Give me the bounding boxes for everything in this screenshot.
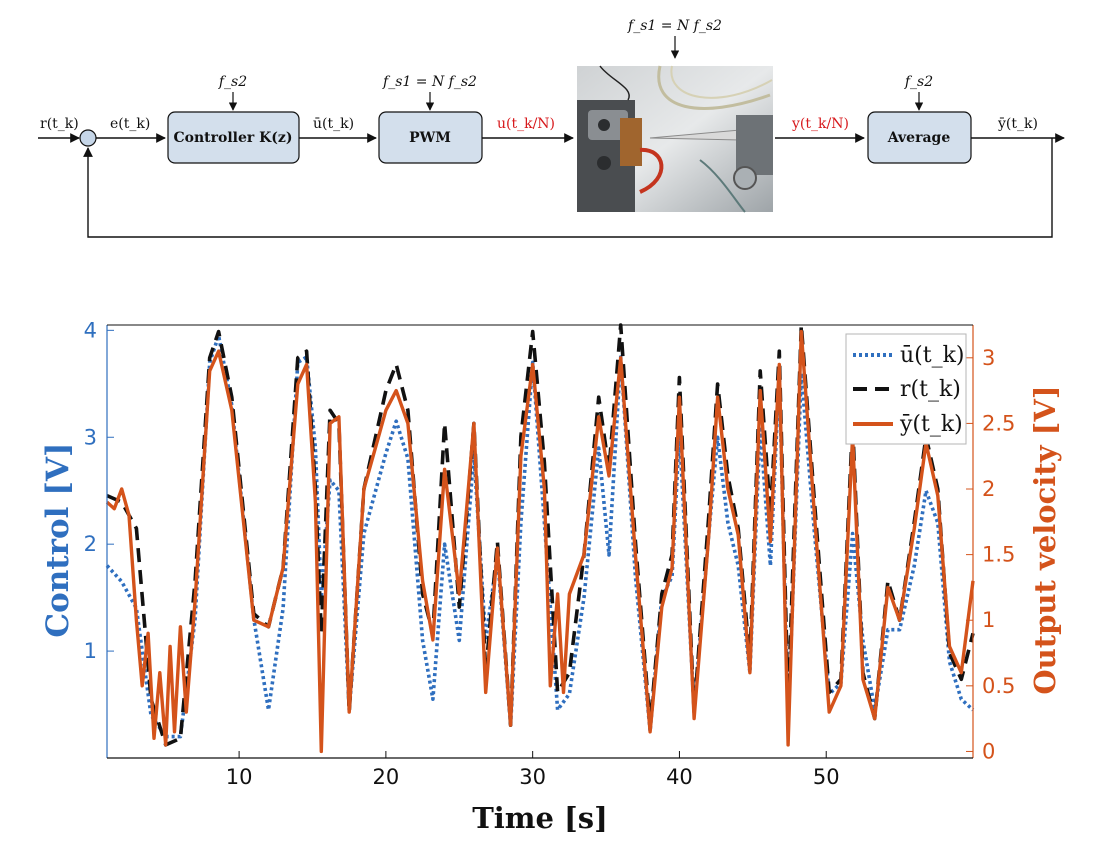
average-label: Average: [887, 130, 951, 146]
legend-label-ybar: ȳ(t_k): [899, 412, 963, 437]
summing-junction: [79, 129, 97, 147]
y-axis-left-title: Control [V]: [40, 442, 76, 637]
x-tick-label: 50: [813, 765, 840, 789]
y-left-tick-label: 1: [84, 639, 97, 663]
controller-label: Controller K(z): [174, 130, 293, 146]
legend-label-r: r(t_k): [900, 377, 961, 402]
legend-label-ubar: ū(t_k): [900, 343, 965, 368]
plot-area: [107, 325, 973, 758]
x-tick-label: 10: [226, 765, 253, 789]
signal-ybar-label: ȳ(t_k): [997, 116, 1038, 132]
block-diagram: r(t_k) e(t_k) Controller K(z) f_s2 ū(t_k…: [38, 18, 1065, 238]
x-tick-label: 20: [373, 765, 400, 789]
x-tick-label: 30: [519, 765, 546, 789]
controller-rate-label: f_s2: [218, 74, 247, 90]
y-left-tick-label: 2: [84, 532, 97, 556]
x-axis-title: Time [s]: [472, 801, 608, 835]
y-right-tick-label: 1.5: [982, 543, 1015, 567]
y-right-tick-label: 3: [982, 346, 995, 370]
feedback-path: [83, 138, 1053, 238]
y-right-tick-label: 0.5: [982, 674, 1015, 698]
y-right-tick-label: 0: [982, 739, 995, 763]
pwm-rate-label: f_s1 = N f_s2: [382, 74, 477, 90]
signal-e-label: e(t_k): [110, 116, 150, 132]
series-line-0: [105, 333, 975, 739]
y-left-tick-label: 4: [84, 318, 97, 342]
plant-photo: [577, 65, 773, 213]
y-right-tick-label: 2: [982, 477, 995, 501]
series-line-2: [105, 329, 975, 754]
signal-y-label: y(t_k/N): [791, 116, 849, 132]
y-left-tick-label: 3: [84, 425, 97, 449]
average-rate-label: f_s2: [904, 74, 933, 90]
signal-ubar-label: ū(t_k): [313, 116, 354, 132]
signal-u-label: u(t_k/N): [497, 116, 555, 132]
y-right-tick-label: 2.5: [982, 411, 1015, 435]
x-tick-label: 40: [666, 765, 693, 789]
y-right-tick-label: 1: [982, 608, 995, 632]
legend: ū(t_k) r(t_k) ȳ(t_k): [845, 333, 967, 445]
y-axis-right-title: Output velocity [V]: [1028, 385, 1062, 694]
signal-r-label: r(t_k): [40, 116, 79, 132]
pwm-label: PWM: [409, 130, 451, 146]
series-layer: [105, 323, 975, 754]
plant-rate-label: f_s1 = N f_s2: [627, 18, 722, 34]
